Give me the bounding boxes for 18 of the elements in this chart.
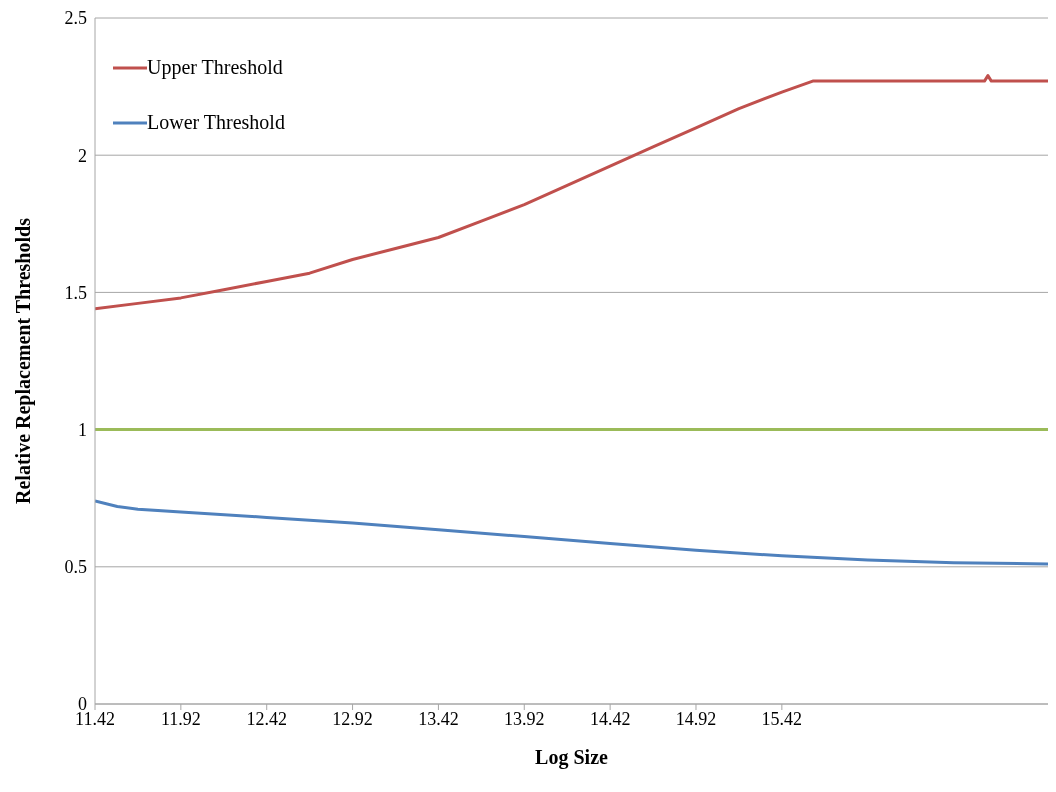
x-tick-label: 12.42 <box>246 708 287 729</box>
y-tick-label: 0.5 <box>64 557 87 578</box>
x-tick-label: 13.92 <box>504 708 545 729</box>
legend-label: Upper Threshold <box>147 56 283 79</box>
x-tick-label: 11.92 <box>160 708 201 729</box>
x-axis-title: Log Size <box>535 746 609 769</box>
y-tick-label: 2 <box>78 145 87 166</box>
x-tick-label: 12.92 <box>332 708 373 729</box>
x-tick-label: 14.92 <box>675 708 717 729</box>
x-tick-label: 15.42 <box>761 708 803 729</box>
legend-label: Lower Threshold <box>147 111 285 134</box>
y-axis-title: Relative Replacement Thresholds <box>12 217 36 504</box>
y-tick-label: 1 <box>78 419 87 440</box>
y-tick-label: 1.5 <box>64 282 87 303</box>
line-series <box>95 499 1048 566</box>
y-tick-label: 2.5 <box>64 8 87 29</box>
x-tick-label: 13.42 <box>418 708 459 729</box>
x-tick-label: 14.42 <box>589 708 631 729</box>
